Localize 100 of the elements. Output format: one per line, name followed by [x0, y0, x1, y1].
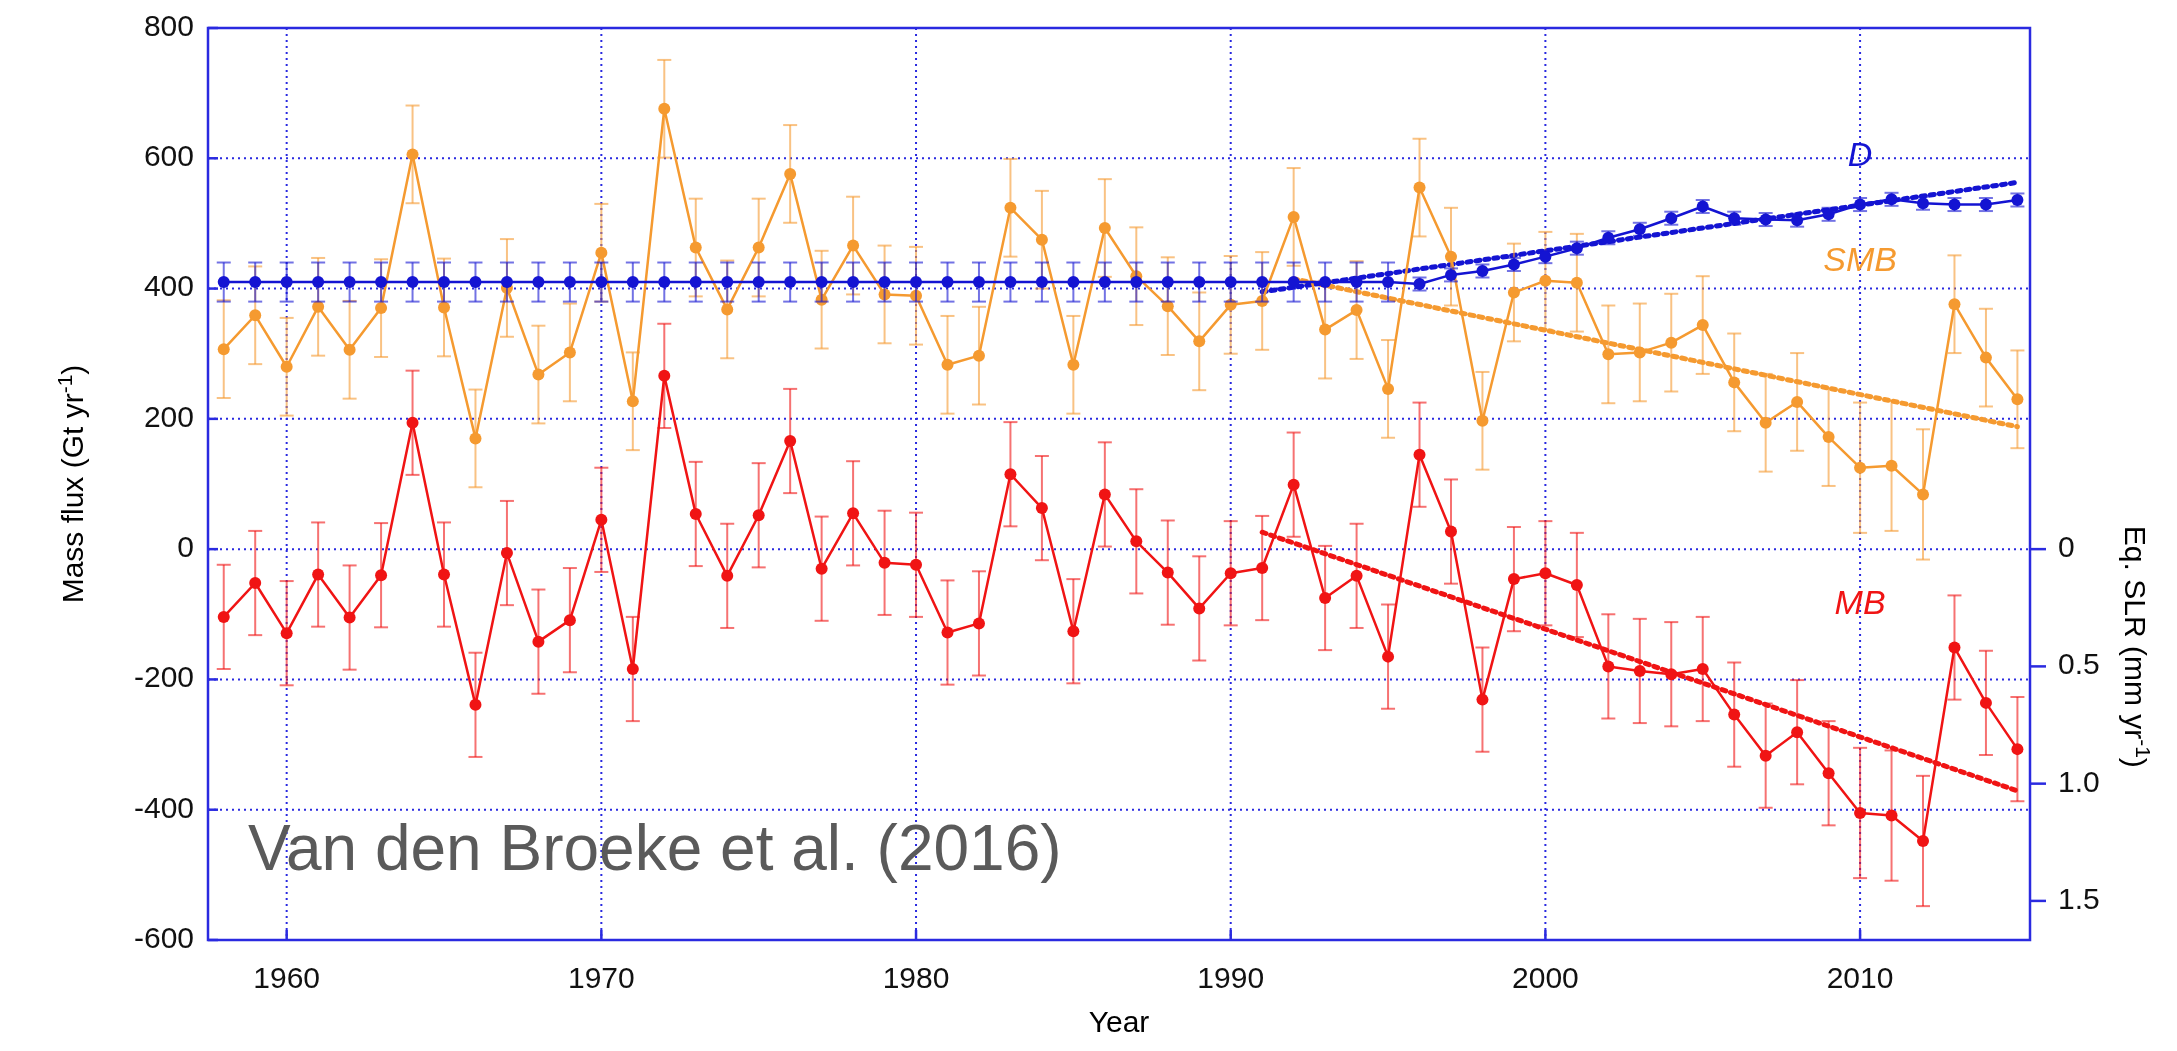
point: [469, 698, 482, 711]
point: [1098, 221, 1111, 234]
point: [438, 276, 451, 289]
point: [1256, 294, 1269, 307]
x-tick-label: 1970: [567, 961, 635, 994]
point: [972, 276, 985, 289]
point: [1319, 276, 1332, 289]
point: [1979, 351, 1992, 364]
point: [784, 167, 797, 180]
point: [375, 276, 388, 289]
series-label: D: [1847, 135, 1873, 174]
point: [1507, 286, 1520, 299]
point: [1539, 567, 1552, 580]
point: [1193, 335, 1206, 348]
point: [406, 416, 419, 429]
point: [1035, 502, 1048, 515]
point: [563, 276, 576, 289]
point: [815, 293, 828, 306]
point: [626, 395, 639, 408]
point: [941, 626, 954, 639]
point: [1224, 276, 1237, 289]
point: [1476, 414, 1489, 427]
point: [878, 288, 891, 301]
point: [1035, 276, 1048, 289]
point: [563, 614, 576, 627]
point: [1696, 319, 1709, 332]
y-tick-label: -200: [133, 660, 194, 694]
point: [1822, 431, 1835, 444]
point: [1130, 535, 1143, 548]
point: [1854, 806, 1867, 819]
point: [280, 360, 293, 373]
point: [815, 276, 828, 289]
point: [1161, 300, 1174, 313]
point: [1067, 276, 1080, 289]
point: [972, 349, 985, 362]
point: [626, 276, 639, 289]
point: [217, 276, 230, 289]
point: [595, 276, 608, 289]
y-tick-label: 0: [177, 530, 194, 564]
point: [1193, 602, 1206, 615]
point: [941, 358, 954, 371]
point: [1696, 663, 1709, 676]
point: [626, 663, 639, 676]
point: [1067, 358, 1080, 371]
point: [343, 276, 356, 289]
point: [752, 276, 765, 289]
point: [658, 102, 671, 115]
point: [721, 303, 734, 316]
point: [1759, 416, 1772, 429]
point: [312, 276, 325, 289]
point: [721, 569, 734, 582]
point: [1665, 668, 1678, 681]
point: [689, 241, 702, 254]
y-tick-label: 600: [143, 139, 194, 173]
y-tick-label: 400: [143, 269, 194, 303]
point: [375, 569, 388, 582]
point: [721, 276, 734, 289]
x-tick-label: 1960: [253, 961, 321, 994]
point: [1067, 625, 1080, 638]
y-tick-label: 800: [143, 8, 194, 42]
y-tick-label: -600: [133, 920, 194, 954]
y2-tick-label: 0: [2058, 530, 2075, 564]
point: [1287, 276, 1300, 289]
point: [1382, 276, 1395, 289]
point: [910, 289, 923, 302]
point: [1004, 276, 1017, 289]
point: [532, 635, 545, 648]
point: [1004, 201, 1017, 214]
point: [1728, 708, 1741, 721]
point: [1476, 693, 1489, 706]
point: [280, 627, 293, 640]
point: [1885, 809, 1898, 822]
point: [1004, 468, 1017, 481]
point: [595, 513, 608, 526]
point: [249, 276, 262, 289]
point: [1791, 726, 1804, 739]
point: [563, 346, 576, 359]
point: [910, 558, 923, 571]
point: [249, 577, 262, 590]
point: [1224, 298, 1237, 311]
point: [658, 276, 671, 289]
y2-tick-label: 0.5: [2058, 647, 2100, 681]
point: [500, 276, 513, 289]
point: [1161, 566, 1174, 579]
point: [1161, 276, 1174, 289]
point: [469, 432, 482, 445]
point: [1665, 336, 1678, 349]
point: [1444, 250, 1457, 263]
point: [815, 562, 828, 575]
x-tick-label: 2010: [1826, 961, 1894, 994]
point: [249, 309, 262, 322]
point: [784, 276, 797, 289]
series-label: MB: [1834, 583, 1886, 622]
x-tick-label: 1980: [882, 961, 950, 994]
point: [1570, 276, 1583, 289]
point: [752, 509, 765, 522]
point: [2011, 393, 2024, 406]
point: [343, 343, 356, 356]
point: [1193, 276, 1206, 289]
point: [469, 276, 482, 289]
